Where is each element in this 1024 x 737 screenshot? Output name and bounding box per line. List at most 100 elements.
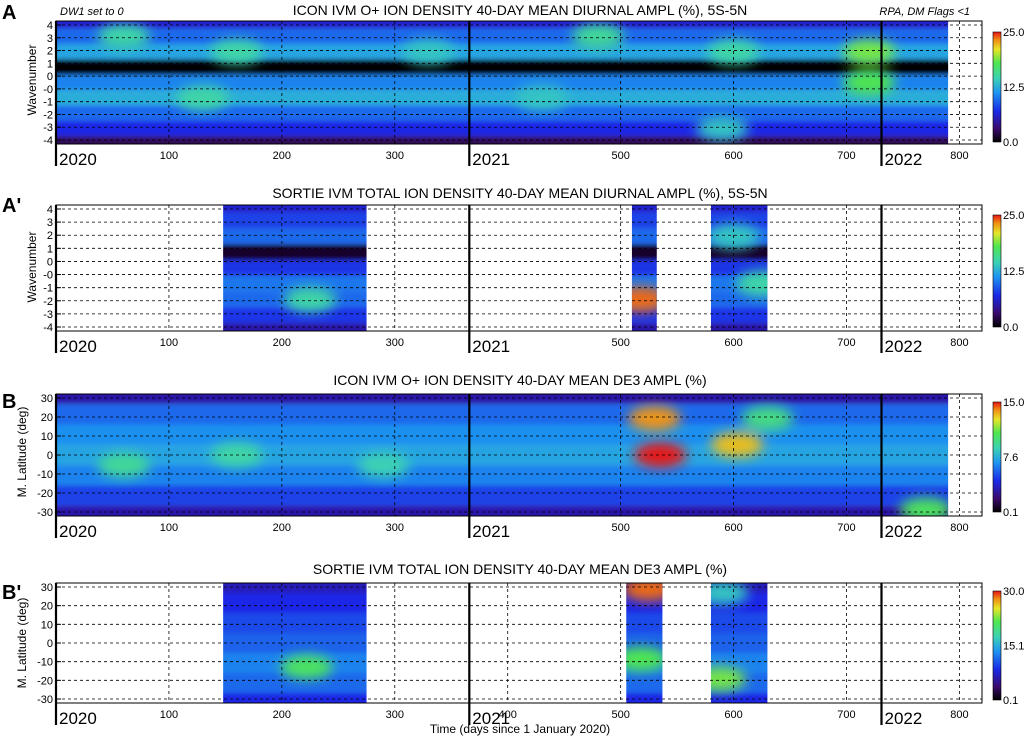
y-tick-label: 4 [47,204,53,216]
x-ticks: 100 200 300 500 600 700 800 [160,522,969,534]
hotspot-5 [357,452,410,478]
heatmap-area [56,21,949,144]
y-tick-label: -1 [43,97,53,109]
y-tick-label: 2 [47,46,53,58]
hotspot-6 [843,70,896,95]
heatmap-area [56,394,949,516]
hotspot-2 [402,39,455,65]
y-tick-label: -3 [43,122,53,134]
y-tick-label: 20 [41,412,53,424]
hotspot-1 [628,406,681,431]
colorbar: 25.0 12.5 0.0 [992,27,1024,149]
year-label: 2021 [472,522,510,541]
hotspot-5 [843,39,896,65]
y-ticks: 30 20 10 0 -10 -20 -30 [37,582,61,706]
x-tick-label: 400 [499,709,517,721]
year-markers: 2020 2021 2022 [54,205,922,356]
year-label: 2020 [59,150,97,169]
y-tick-label: 30 [41,393,53,405]
colorbar-gradient [992,31,1002,143]
x-tick-label: 700 [837,150,855,162]
x-tick-label: 100 [160,709,178,721]
y-tick-label: -10 [37,657,53,669]
colorbar-label: 0.0 [1003,322,1018,334]
y-tick-label: 0 [47,450,53,462]
x-tick-label: 300 [386,522,404,534]
hotspot-4 [696,583,749,605]
colorbar: 30.0 15.1 0.1 [992,586,1024,707]
hotspot-0 [634,442,687,468]
x-axis-label: Time (days since 1 January 2020) [430,722,610,736]
y-tick-label: 0 [47,256,53,268]
colorbar-gradient [992,214,1002,328]
colorbar-label: 25.0 [1003,27,1024,39]
y-tick-label: -1 [43,283,53,295]
x-tick-label: 100 [160,337,178,349]
x-tick-label: 500 [611,522,629,534]
y-tick-label: -10 [37,469,53,481]
colorbar-label: 7.6 [1003,452,1018,464]
colorbar-label: 30.0 [1003,586,1024,598]
x-tick-label: 800 [950,522,968,534]
heatmap-area [223,205,768,331]
y-tick-label: 3 [47,33,53,45]
x-tick-label: 600 [724,337,742,349]
colorbar-gradient [992,590,1002,701]
hotspot-3 [694,667,747,691]
right-note: RPA, DM Flags <1 [879,6,970,18]
band-wavenumber-m2 [223,291,768,308]
year-label: 2020 [59,709,97,728]
x-ticks: 100 200 300 500 600 700 800 [160,150,969,162]
hotspot-7 [899,497,949,516]
y-tick-label: -20 [37,675,53,687]
colorbar: 25.0 12.5 0.0 [992,210,1024,334]
x-tick-label: 500 [611,709,629,721]
x-tick-label: 600 [724,522,742,534]
hotspot-2 [710,432,763,458]
y-tick-label: -30 [37,507,53,519]
hotspot-3 [572,24,625,49]
panel-title: SORTIE IVM TOTAL ION DENSITY 40-DAY MEAN… [313,561,727,577]
band-wavenumber-m1 [223,275,768,292]
colorbar-label: 12.5 [1003,266,1024,278]
grid-lines [55,20,983,145]
y-tick-label: 0 [47,638,53,650]
panel-letter: A' [2,195,21,217]
hotspot-9 [515,85,568,111]
colorbar-label: 15.1 [1003,641,1024,653]
band-wavenumber-m3 [56,120,949,137]
y-tick-label: 30 [41,582,53,594]
band-wavenumber-1 [223,244,768,261]
y-tick-label: 2 [47,230,53,242]
band-wavenumber-3 [56,28,949,45]
panel-title: SORTIE IVM TOTAL ION DENSITY 40-DAY MEAN… [272,185,767,201]
x-tick-label: 700 [837,522,855,534]
x-tick-label: 300 [386,709,404,721]
band-wavenumber-0 [56,74,949,91]
colorbar-label: 12.5 [1003,82,1024,94]
x-tick-label: 300 [386,150,404,162]
x-tick-label: 500 [611,337,629,349]
band-latitude-10 [56,424,949,445]
y-axis-label: Wavenumber [25,45,39,116]
x-tick-label: 200 [273,522,291,534]
y-tick-label: 0 [47,71,53,83]
hotspot-8 [696,116,749,141]
panel-b-prime: B' SORTIE IVM TOTAL ION DENSITY 40-DAY M… [2,561,1024,728]
hotspot-0 [614,286,667,313]
band-latitude-m30 [56,505,949,516]
band-wavenumber-1 [56,59,949,75]
y-axis-label: M. Latitude (deg) [15,598,29,689]
y-tick-label: -0 [43,270,53,282]
hotspot-6 [741,406,794,431]
panel-title: ICON IVM O+ ION DENSITY 40-DAY MEAN DIUR… [293,2,747,18]
x-tick-label: 600 [724,150,742,162]
x-tick-label: 200 [273,709,291,721]
x-tick-label: 600 [724,709,742,721]
year-label: 2021 [472,150,510,169]
hotspot-2 [622,583,675,601]
colorbar: 15.0 7.6 0.1 [992,397,1024,519]
x-tick-label: 700 [837,337,855,349]
